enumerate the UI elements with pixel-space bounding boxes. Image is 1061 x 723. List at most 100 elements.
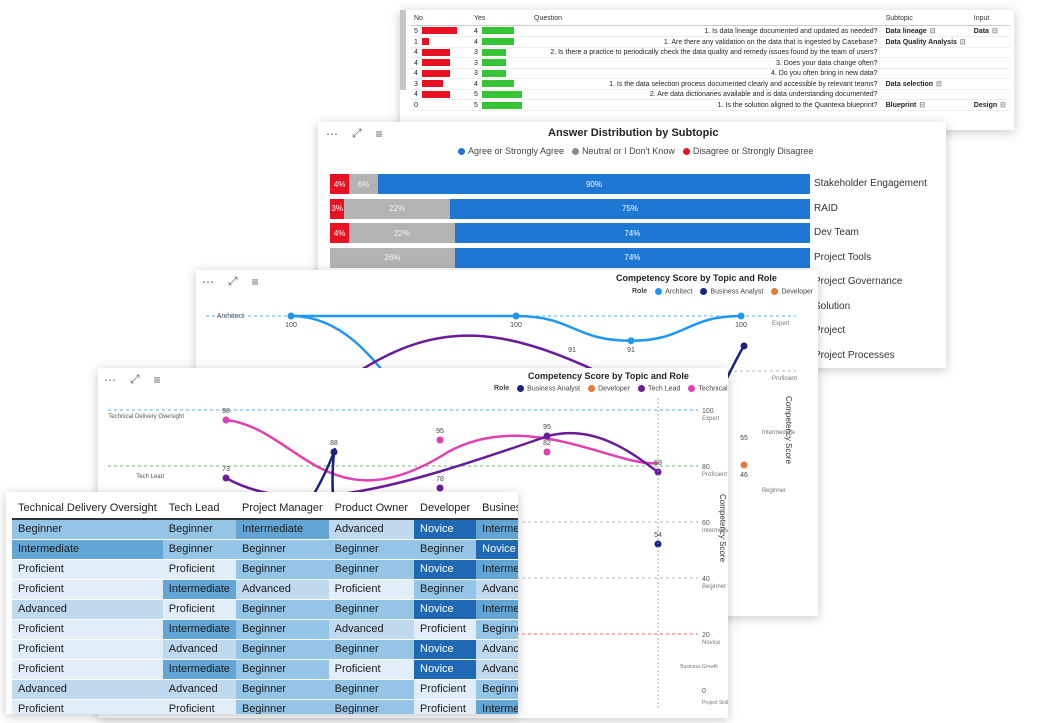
- table-row[interactable]: Advanced Proficient Beginner Beginner Novice…: [12, 598, 518, 619]
- competency-cell[interactable]: Beginner: [235, 678, 329, 699]
- data-point-architect[interactable]: [627, 337, 635, 345]
- table-row[interactable]: Intermediate Beginner Beginner Beginner Begi…: [12, 538, 518, 559]
- bar-segment-disagree[interactable]: 3%: [330, 198, 345, 219]
- competency-cell[interactable]: Beginner: [235, 638, 329, 659]
- series-line-technical-delivery-oversight[interactable]: [225, 418, 659, 482]
- competency-cell[interactable]: Advanced: [476, 638, 518, 659]
- competency-cell[interactable]: Proficient: [414, 678, 477, 699]
- column-header[interactable]: Developer: [414, 498, 477, 520]
- competency-cell[interactable]: Advanced: [476, 658, 518, 679]
- competency-cell[interactable]: Beginner: [235, 538, 329, 559]
- matrix-row[interactable]: 4 3 4. Do you often bring in new data?: [410, 68, 1010, 80]
- competency-cell[interactable]: Advanced: [162, 638, 236, 659]
- competency-cell[interactable]: Intermediate: [476, 598, 518, 619]
- bar-segment-agree[interactable]: 74%: [454, 223, 810, 243]
- legend-item[interactable]: Architect: [655, 288, 692, 295]
- filter-icon[interactable]: ≡: [153, 372, 161, 387]
- col-question[interactable]: Question: [530, 12, 882, 26]
- bar-segment-disagree[interactable]: 4%: [330, 223, 350, 243]
- competency-cell[interactable]: Proficient: [162, 558, 236, 579]
- col-no[interactable]: No: [410, 12, 470, 26]
- column-header[interactable]: Technical Delivery Oversight: [12, 498, 163, 520]
- competency-cell[interactable]: Advanced: [328, 518, 415, 539]
- competency-cell[interactable]: Proficient: [328, 658, 415, 679]
- data-point[interactable]: [436, 436, 444, 444]
- focus-mode-icon[interactable]: ⤢: [228, 274, 238, 288]
- competency-cell[interactable]: Beginner: [328, 538, 415, 559]
- data-point[interactable]: [543, 432, 551, 440]
- bar-segment-neutral[interactable]: 6%: [349, 174, 378, 194]
- column-header[interactable]: Project Manager: [235, 498, 329, 520]
- expand-icon[interactable]: ⊟: [936, 81, 942, 89]
- legend-item[interactable]: Developer: [588, 385, 630, 392]
- expand-icon[interactable]: ⊟: [1000, 102, 1006, 110]
- bar-segment-disagree[interactable]: 4%: [330, 174, 350, 194]
- competency-cell[interactable]: Novice: [414, 638, 477, 659]
- data-point[interactable]: [222, 416, 230, 424]
- bar-segment-neutral[interactable]: 26%: [330, 247, 455, 268]
- competency-cell[interactable]: Advanced: [235, 578, 329, 599]
- competency-cell[interactable]: Intermediate: [235, 518, 329, 539]
- competency-cell[interactable]: Beginner: [328, 558, 415, 579]
- table-row[interactable]: Proficient Advanced Beginner Beginner Novice…: [12, 638, 518, 659]
- competency-cell[interactable]: Proficient: [162, 598, 236, 619]
- col-input[interactable]: Input: [969, 12, 1010, 26]
- competency-cell[interactable]: Beginner: [235, 558, 329, 579]
- competency-cell[interactable]: Intermediate: [162, 618, 236, 639]
- legend-item[interactable]: Business Analyst: [517, 385, 580, 392]
- bar-segment-neutral[interactable]: 22%: [344, 198, 450, 219]
- matrix-row[interactable]: 1 4 1. Are there any validation on the dat…: [410, 36, 1010, 48]
- competency-cell[interactable]: Beginner: [476, 678, 518, 699]
- column-header[interactable]: Tech Lead: [162, 498, 236, 520]
- more-options-icon[interactable]: ⋯: [326, 126, 338, 141]
- competency-cell[interactable]: Advanced: [12, 598, 163, 619]
- competency-cell[interactable]: Intermediate: [476, 518, 518, 539]
- competency-cell[interactable]: Proficient: [12, 638, 163, 659]
- competency-cell[interactable]: Intermediate: [162, 658, 236, 679]
- more-options-icon[interactable]: ⋯: [202, 274, 214, 289]
- table-row[interactable]: Proficient Proficient Beginner Beginner Prof…: [12, 698, 518, 714]
- table-row[interactable]: Proficient Intermediate Advanced Proficient…: [12, 578, 518, 599]
- matrix-row[interactable]: 5 4 1. Is data lineage documented and upda…: [410, 25, 1010, 37]
- col-yes[interactable]: Yes: [470, 12, 530, 26]
- competency-cell[interactable]: Beginner: [235, 698, 329, 714]
- data-point-developer[interactable]: [740, 461, 748, 469]
- competency-cell[interactable]: Intermediate: [12, 538, 163, 559]
- matrix-row[interactable]: 3 4 1. Is the data selection process docum…: [410, 78, 1010, 91]
- expand-icon[interactable]: ⊟: [919, 102, 926, 110]
- table-row[interactable]: Advanced Advanced Beginner Beginner Proficie…: [12, 678, 518, 699]
- competency-cell[interactable]: Proficient: [12, 578, 163, 599]
- table-row[interactable]: Proficient Intermediate Beginner Advanced Pr…: [12, 618, 518, 639]
- more-options-icon[interactable]: ⋯: [104, 372, 116, 387]
- data-point-architect[interactable]: [287, 312, 295, 320]
- competency-cell[interactable]: Beginner: [235, 618, 329, 639]
- data-point-business-analyst[interactable]: [740, 342, 748, 350]
- table-row[interactable]: Proficient Proficient Beginner Beginner Novi…: [12, 558, 518, 579]
- competency-cell[interactable]: Advanced: [328, 618, 415, 639]
- data-point-architect[interactable]: [512, 312, 520, 320]
- competency-cell[interactable]: Beginner: [12, 518, 163, 539]
- competency-cell[interactable]: Beginner: [328, 638, 415, 659]
- legend-item[interactable]: Technical Delivery Oversight: [688, 385, 728, 392]
- matrix-row[interactable]: 4 3 3. Does your data change often?: [410, 57, 1010, 69]
- competency-cell[interactable]: Beginner: [235, 658, 329, 679]
- filter-icon[interactable]: ≡: [375, 126, 383, 141]
- competency-cell[interactable]: Beginner: [235, 598, 329, 619]
- series-line-architect[interactable]: [291, 314, 742, 343]
- expand-icon[interactable]: ⊟: [959, 39, 966, 46]
- bar-segment-agree[interactable]: 75%: [449, 198, 810, 219]
- data-point[interactable]: [436, 484, 444, 492]
- competency-cell[interactable]: Proficient: [12, 618, 163, 639]
- matrix-row[interactable]: 4 3 2. Is there a practice to periodically…: [410, 47, 1010, 59]
- table-row[interactable]: Beginner Beginner Intermediate Advanced Novi…: [12, 518, 518, 539]
- competency-cell[interactable]: Beginner: [414, 538, 477, 559]
- column-header[interactable]: Product Owner: [328, 498, 415, 520]
- competency-cell[interactable]: Proficient: [414, 698, 477, 714]
- competency-cell[interactable]: Intermediate: [476, 698, 518, 714]
- bar-segment-agree[interactable]: 74%: [454, 247, 810, 268]
- competency-cell[interactable]: Proficient: [328, 578, 415, 599]
- legend-item-agree[interactable]: Agree or Strongly Agree: [458, 146, 564, 156]
- matrix-row[interactable]: 4 5 2. Are data dictionaries available and…: [410, 89, 1010, 101]
- competency-cell[interactable]: Proficient: [162, 698, 236, 714]
- competency-cell[interactable]: Novice: [414, 518, 477, 539]
